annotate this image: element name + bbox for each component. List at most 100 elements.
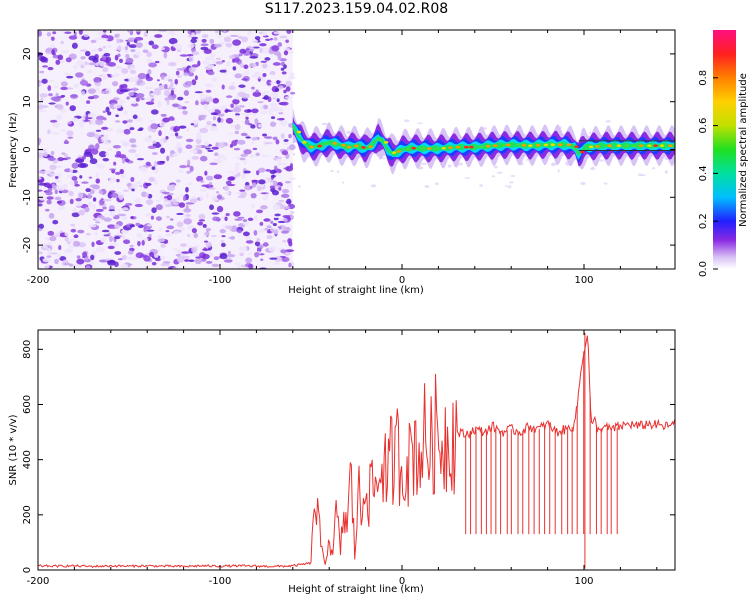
spectrogram-noise-blob (86, 100, 91, 104)
spectrogram-noise-blob (205, 260, 213, 264)
spectrogram-noise-blob (105, 151, 110, 157)
spectrogram-noise-blob (140, 97, 145, 101)
spectrogram-noise-blob (54, 189, 58, 195)
spectrogram-noise-blob (176, 212, 184, 216)
spectrogram-faint-noise (591, 166, 595, 170)
spectrogram-noise-blob (50, 36, 55, 41)
spectrogram-noise-blob (186, 81, 193, 86)
spectrogram-noise-blob (118, 98, 123, 102)
spectrogram-noise-blob (95, 178, 101, 184)
spectrogram-noise-blob (107, 111, 112, 116)
spectrogram-noise-blob (245, 257, 253, 264)
signal-hotspot (588, 145, 594, 149)
spectrogram-noise-blob (178, 202, 186, 208)
spectrogram-noise-blob (254, 36, 261, 40)
spectrogram-noise-blob (87, 88, 96, 94)
spectrogram-noise-blob (263, 176, 272, 183)
spectrogram-noise-blob (150, 215, 154, 220)
spectrogram-noise-blob (272, 228, 279, 235)
spectrogram-noise-blob (288, 76, 296, 80)
spectrogram-noise-blob (254, 241, 261, 247)
spectrogram-noise-blob (235, 191, 242, 195)
spectrogram-noise-blob (106, 148, 113, 151)
spectrogram-faint-noise (434, 182, 440, 185)
spectrogram-noise-blob (149, 93, 157, 96)
spectrogram-noise-blob (262, 104, 269, 110)
spectrogram-noise-blob (95, 119, 104, 126)
spectrogram-noise-blob (85, 188, 91, 193)
spectrogram-noise-blob (249, 47, 255, 50)
spectrogram-noise-blob (266, 79, 272, 86)
spectrogram-noise-blob (159, 160, 166, 164)
spectrogram-noise-blob (109, 210, 116, 218)
spectrogram-noise-blob (199, 155, 208, 162)
spectrogram-noise-blob (69, 94, 79, 99)
spectrogram-noise-blob (173, 231, 181, 235)
spectrogram-noise-blob (238, 53, 243, 57)
spectrogram-noise-blob (206, 120, 212, 126)
spectrogram-noise-blob (95, 217, 102, 221)
spectrogram-noise-blob (241, 173, 246, 180)
spectrogram-noise-blob (121, 140, 131, 148)
spectrogram-noise-blob (38, 52, 44, 57)
spectrogram-noise-blob (97, 31, 104, 36)
spectrogram-noise-blob (212, 158, 222, 162)
spectrogram-noise-blob (99, 136, 109, 143)
spectrogram-noise-blob (71, 117, 79, 123)
spectrogram-noise-blob (221, 59, 225, 63)
spectrogram-noise-blob (213, 174, 223, 180)
spectrogram-noise-blob (190, 30, 196, 33)
spectrogram-noise-blob (55, 165, 63, 169)
spectrogram-noise-blob (100, 130, 105, 133)
spectrogram-noise-blob (262, 63, 268, 69)
spectrogram-noise-blob (109, 168, 117, 171)
spectrogram-noise-blob (60, 58, 65, 64)
signal-hotspot (607, 144, 612, 147)
spectrogram-noise-blob (197, 60, 201, 67)
spectrogram-noise-blob (135, 42, 143, 48)
spectrogram-noise-blob (99, 37, 109, 41)
spectrogram-faint-noise (421, 162, 427, 166)
spectrogram-noise-blob (116, 38, 120, 44)
signal-hotspot (479, 145, 484, 149)
spectrogram-noise-blob (125, 124, 133, 128)
spectrogram-noise-blob (217, 116, 221, 123)
spectrogram-noise-blob (110, 193, 119, 198)
spectrogram-noise-blob (47, 79, 55, 82)
spectrogram-noise-blob (95, 143, 100, 150)
spectrogram-noise-blob (103, 234, 111, 237)
spectrogram-noise-blob (225, 42, 233, 48)
spectrogram-noise-blob (149, 251, 154, 258)
spectrogram-noise-blob (272, 222, 277, 227)
spectrogram-noise-blob (191, 64, 199, 68)
spectrogram-noise-blob (61, 50, 70, 54)
spectrogram-noise-blob (160, 113, 167, 117)
spectrogram-noise-blob (134, 154, 140, 158)
spectrogram-noise-blob (121, 207, 129, 211)
spectrogram-noise-blob (49, 252, 58, 255)
spectrogram-noise-blob (55, 59, 61, 65)
spectrogram-noise-blob (62, 72, 70, 75)
spectrogram-noise-blob (164, 233, 173, 237)
spectrogram-noise-blob (47, 157, 56, 161)
spectrogram-noise-blob (191, 79, 197, 86)
spectrogram-noise-blob (121, 216, 128, 220)
spectrogram-noise-blob (289, 177, 296, 180)
spectrogram-noise-blob (208, 53, 216, 58)
spectrogram-noise-blob (211, 58, 216, 65)
spectrogram-faint-noise (505, 185, 508, 188)
spectrogram-noise-blob (285, 86, 291, 92)
spectrogram-noise-blob (199, 127, 209, 134)
spectrogram-noise-blob (225, 62, 230, 67)
spectrogram-noise-blob (117, 213, 127, 217)
spectrogram-noise-blob (42, 257, 52, 263)
spectrogram-noise-blob (78, 30, 83, 35)
spectrogram-noise-blob (137, 73, 147, 80)
spectrogram-noise-blob (242, 220, 250, 226)
spectrogram-noise-blob (96, 163, 105, 170)
spectrogram-noise-blob (71, 212, 80, 218)
spectrogram-noise-blob (205, 192, 209, 199)
spectrogram-noise-blob (163, 89, 171, 97)
spectrogram-noise-blob (147, 68, 152, 75)
spectrogram-noise-blob (290, 211, 295, 214)
